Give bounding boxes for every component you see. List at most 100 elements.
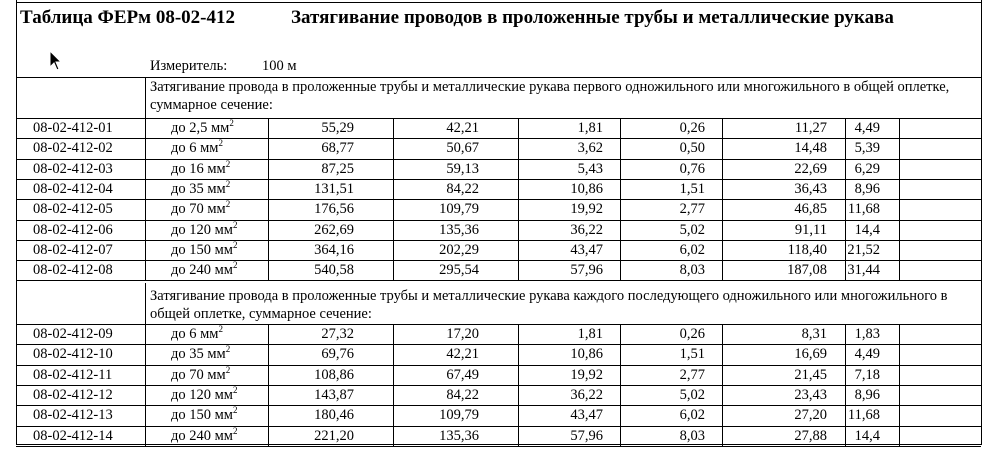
value-cell: 180,46 [314, 407, 354, 424]
value-cell: 1,81 [577, 326, 603, 342]
value-cell: 5,43 [577, 160, 603, 177]
unit-superscript: 2 [229, 118, 234, 128]
value-cell: 8,03 [679, 427, 705, 444]
value-cell: 7,18 [854, 366, 880, 383]
value-cell: 2,77 [679, 201, 705, 218]
grid-line [16, 179, 981, 180]
value-cell: 143,87 [314, 386, 354, 403]
value-cell: 84,22 [446, 386, 479, 403]
value-cell: 1,51 [679, 346, 705, 363]
value-cell: 43,47 [570, 241, 603, 258]
cross-section: до 240 мм2 [171, 260, 238, 279]
grid-line [722, 118, 723, 280]
section-description: Затягивание провода в проложенные трубы … [150, 79, 950, 113]
grid-line [845, 118, 846, 280]
value-cell: 1,83 [854, 326, 880, 342]
unit-superscript: 2 [232, 239, 238, 250]
value-cell: 69,76 [321, 346, 354, 363]
value-cell: 118,40 [787, 241, 827, 258]
rate-code: 08-02-412-04 [33, 180, 113, 197]
grid-line [620, 324, 621, 446]
unit-line: Измеритель: 100 м [150, 58, 297, 75]
grid-line [145, 77, 146, 118]
rate-code: 08-02-412-02 [33, 140, 113, 157]
grid-line [16, 0, 17, 444]
grid-line [722, 324, 723, 446]
value-cell: 8,03 [679, 262, 705, 279]
grid-line [16, 446, 981, 447]
grid-line [16, 324, 981, 325]
table-row: 08-02-412-03 до 16 мм2 87,25 59,13 5,43 0,76 2… [0, 159, 966, 179]
table-row: 08-02-412-05 до 70 мм2 176,56 109,79 19,92 2,… [0, 200, 966, 219]
value-cell: 59,13 [446, 160, 479, 177]
cross-section-text: до 16 мм [171, 160, 226, 177]
value-cell: 5,39 [854, 140, 880, 157]
unit-superscript: 2 [232, 425, 238, 436]
value-cell: 91,11 [794, 221, 827, 238]
value-cell: 46,85 [794, 201, 827, 218]
value-cell: 36,22 [570, 221, 603, 238]
value-cell: 0,26 [679, 326, 705, 342]
unit-superscript: 2 [232, 260, 238, 271]
mouse-pointer-icon [49, 50, 63, 71]
cross-section-text: до 70 мм [171, 201, 226, 218]
cross-section-text: до 240 мм [171, 262, 233, 279]
cross-section: до 70 мм2 [171, 199, 231, 218]
table-row: 08-02-412-02 до 6 мм2 68,77 50,67 3,62 0,50 14… [0, 139, 966, 158]
grid-line [268, 118, 269, 280]
value-cell: 31,44 [847, 262, 880, 279]
value-cell: 108,86 [314, 366, 354, 383]
value-cell: 8,96 [854, 180, 880, 197]
grid-line [16, 77, 981, 78]
grid-line [16, 280, 981, 281]
cross-section: до 6 мм2 [171, 325, 223, 343]
value-cell: 5,02 [679, 221, 705, 238]
rate-code: 08-02-412-10 [33, 346, 113, 363]
cross-section: до 2,5 мм2 [171, 118, 234, 137]
unit-label: Измеритель: [150, 58, 228, 74]
rate-code: 08-02-412-05 [33, 201, 113, 218]
value-cell: 0,76 [679, 160, 705, 177]
value-cell: 19,92 [570, 366, 603, 383]
value-cell: 5,02 [679, 386, 705, 403]
value-cell: 19,92 [570, 201, 603, 218]
table-row: 08-02-412-08 до 240 мм2 540,58 295,54 57,96 8… [0, 261, 966, 280]
value-cell: 43,47 [570, 407, 603, 424]
value-cell: 16,69 [794, 346, 827, 363]
value-cell: 364,16 [314, 241, 354, 258]
unit-superscript: 2 [225, 178, 231, 189]
value-cell: 68,77 [321, 140, 354, 157]
value-cell: 4,49 [854, 120, 880, 136]
grid-line [16, 344, 981, 345]
value-cell: 109,79 [439, 201, 479, 218]
value-cell: 17,20 [446, 326, 479, 342]
unit-superscript: 2 [218, 138, 223, 149]
cross-section-text: до 6 мм [171, 140, 219, 157]
grid-line [16, 365, 981, 366]
grid-line [518, 324, 519, 446]
value-cell: 27,20 [794, 407, 827, 424]
value-cell: 262,69 [314, 221, 354, 238]
value-cell: 187,08 [787, 262, 827, 279]
cross-section-text: до 2,5 мм [171, 120, 230, 136]
value-cell: 36,22 [570, 386, 603, 403]
grid-line [16, 260, 981, 261]
grid-line [16, 220, 981, 221]
grid-line [899, 118, 900, 280]
cross-section: до 120 мм2 [171, 220, 237, 239]
grid-line [845, 324, 846, 446]
value-cell: 8,31 [801, 326, 827, 342]
cross-section-text: до 35 мм [171, 180, 226, 197]
cross-section: до 120 мм2 [171, 385, 237, 404]
unit-value: 100 м [262, 58, 297, 74]
grid-line [145, 324, 146, 446]
grid-line [16, 199, 981, 200]
unit-superscript: 2 [225, 199, 231, 210]
rate-code: 08-02-412-01 [33, 120, 113, 136]
cross-section: до 16 мм2 [171, 159, 230, 178]
value-cell: 109,79 [439, 407, 479, 424]
value-cell: 1,51 [679, 180, 705, 197]
cross-section-text: до 6 мм [171, 326, 219, 342]
value-cell: 6,02 [679, 407, 705, 424]
rate-code: 08-02-412-11 [33, 366, 113, 383]
